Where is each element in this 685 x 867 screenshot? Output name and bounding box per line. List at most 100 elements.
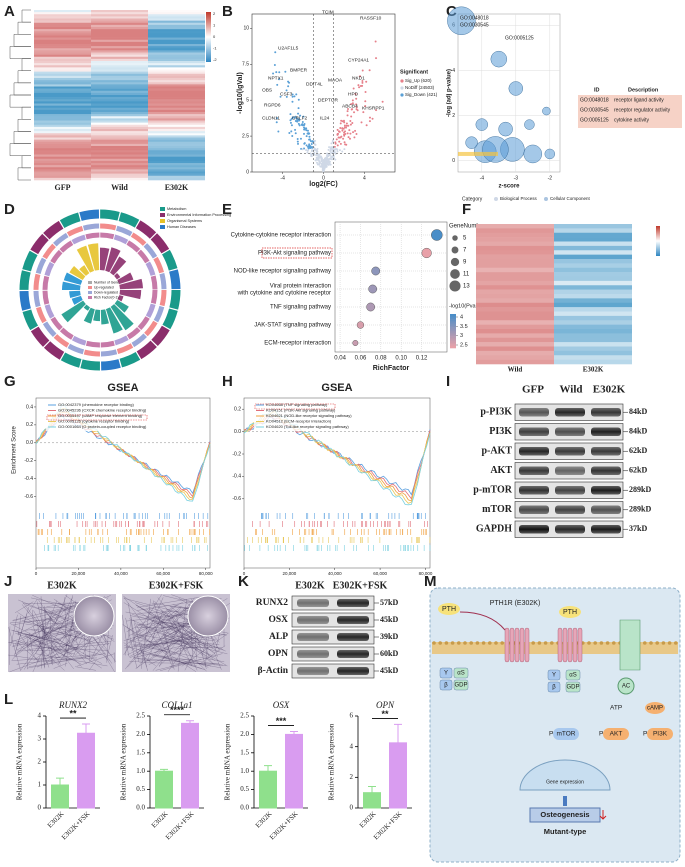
fiber xyxy=(134,623,142,653)
point xyxy=(321,165,324,168)
receptor-helix xyxy=(519,627,525,663)
heat-cell xyxy=(91,177,148,181)
heat-cell xyxy=(148,154,205,157)
diagram-label: cAMP xyxy=(647,706,663,712)
color-bar xyxy=(450,332,456,335)
legend-label: Cellular Component xyxy=(550,196,591,201)
heat-cell xyxy=(148,143,205,147)
heat-cell xyxy=(34,22,91,26)
heat-cell xyxy=(91,97,148,100)
heat-cell xyxy=(554,237,632,242)
point xyxy=(287,85,290,88)
bubble xyxy=(490,50,507,68)
point xyxy=(317,153,320,156)
heat-cell xyxy=(34,133,91,136)
x-tick-label: 80,000 xyxy=(419,571,433,576)
protein-label: OPN xyxy=(268,649,288,659)
fiber xyxy=(129,618,216,658)
gene-label: CRLF2 xyxy=(292,115,308,121)
fiber xyxy=(69,625,110,661)
point xyxy=(296,120,299,123)
x-tick-label: E302K xyxy=(254,810,274,830)
point xyxy=(341,127,344,130)
heat-cell xyxy=(554,254,632,260)
diagram-label: Osteogenesis xyxy=(540,810,589,819)
bubble xyxy=(421,247,432,259)
point xyxy=(336,150,339,153)
heat-cell xyxy=(34,169,91,172)
bubble-label: GO:0030545 xyxy=(460,22,489,28)
error-bar xyxy=(82,723,90,734)
radial-bar xyxy=(105,307,123,334)
x-tick-label: -2 xyxy=(548,175,553,181)
fiber xyxy=(11,654,97,661)
heat-cell xyxy=(148,160,205,164)
point xyxy=(294,128,297,131)
heat-cell xyxy=(91,29,148,32)
radial-bar xyxy=(117,295,124,302)
heat-cell xyxy=(34,139,91,143)
y-tick-label: 0.0 xyxy=(234,429,241,435)
heat-cell xyxy=(34,29,91,32)
fiber xyxy=(126,601,184,632)
diagram-label: PTH xyxy=(563,609,577,616)
heat-cell xyxy=(34,171,91,174)
heat-cell xyxy=(554,276,632,282)
significance-label: *** xyxy=(276,716,287,726)
fiber xyxy=(12,616,29,622)
heat-cell xyxy=(91,156,148,160)
y-tick-label: 2 xyxy=(452,113,455,119)
plot-frame xyxy=(243,397,431,569)
point xyxy=(365,124,368,127)
heat-cell xyxy=(554,346,632,352)
fiber xyxy=(162,656,203,669)
point xyxy=(343,134,346,137)
color-bar xyxy=(450,320,456,323)
heat-cell xyxy=(476,267,554,273)
fiber xyxy=(142,634,205,648)
point xyxy=(291,95,294,98)
y-tick-label: 2 xyxy=(350,773,354,781)
heat-cell xyxy=(34,114,91,117)
axis-title: Relative mRNA expression xyxy=(328,723,336,800)
point xyxy=(365,80,368,83)
heat-cell xyxy=(91,167,148,170)
axis-title: RichFactor xyxy=(373,365,410,372)
lane-label: GFP xyxy=(522,384,544,396)
point xyxy=(317,154,320,157)
receptor-helix xyxy=(509,627,515,663)
lane-label: E302K xyxy=(295,580,325,591)
heat-cell xyxy=(148,167,205,170)
lane-label: Wild xyxy=(559,384,582,396)
radial-bar xyxy=(69,266,86,280)
gene-label: CYP24A1 xyxy=(348,57,369,63)
size-label: 62kD xyxy=(629,466,647,475)
heat-cell xyxy=(476,359,554,365)
axis-title: Relative mRNA expression xyxy=(224,723,232,800)
x-tick-label: 0 xyxy=(243,571,246,576)
heat-cell xyxy=(148,18,205,21)
color-bar xyxy=(450,322,456,325)
lipid-head xyxy=(643,641,647,645)
bar xyxy=(285,733,303,809)
heat-cell xyxy=(476,311,554,317)
fiber xyxy=(49,646,61,665)
heat-cell xyxy=(554,333,632,339)
legend-swatch xyxy=(544,197,548,201)
legend-swatch xyxy=(160,225,165,229)
point xyxy=(344,130,347,133)
diagram-label: AC xyxy=(622,684,631,690)
bubble xyxy=(431,229,443,241)
point xyxy=(290,117,293,120)
radial-bar xyxy=(71,295,83,305)
legend-swatch xyxy=(400,93,404,97)
lipid-head xyxy=(531,641,535,645)
heat-cell xyxy=(148,105,205,109)
size-label: 289kD xyxy=(629,505,651,514)
heat-cell xyxy=(91,88,148,92)
legend-label: 9 xyxy=(463,260,467,266)
heat-cell xyxy=(148,114,205,117)
point xyxy=(347,124,350,127)
fiber xyxy=(32,595,73,613)
fiber xyxy=(32,609,34,625)
